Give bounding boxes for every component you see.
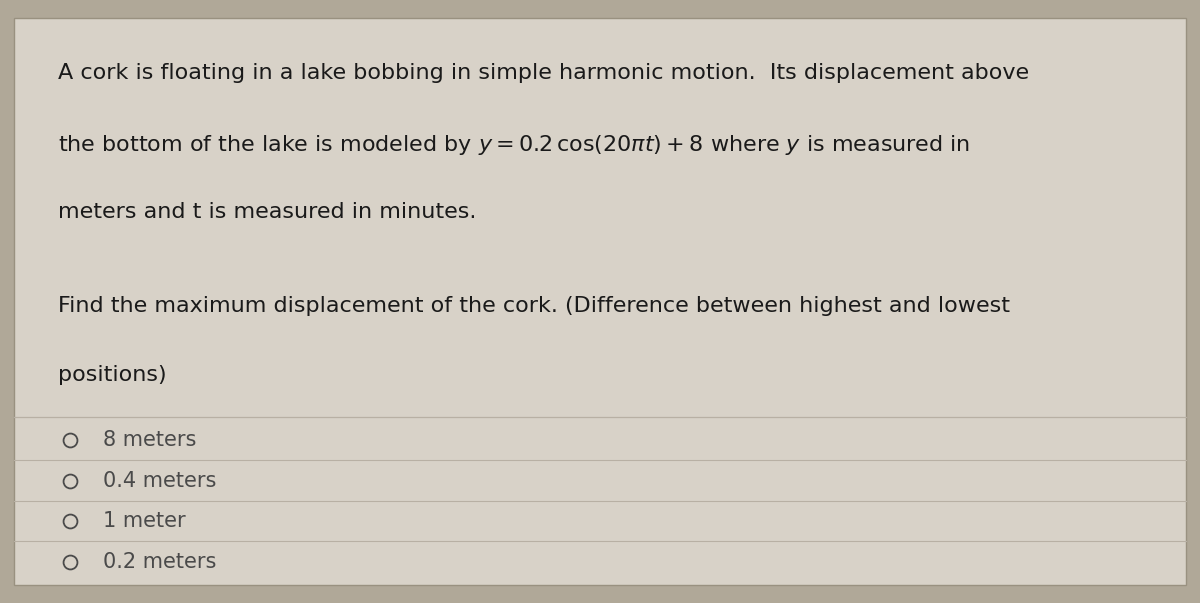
Text: 0.4 meters: 0.4 meters xyxy=(103,471,216,491)
Text: 0.2 meters: 0.2 meters xyxy=(103,552,216,572)
Text: Find the maximum displacement of the cork. (Difference between highest and lowes: Find the maximum displacement of the cor… xyxy=(58,295,1009,315)
FancyBboxPatch shape xyxy=(14,18,1186,585)
Text: 1 meter: 1 meter xyxy=(103,511,186,531)
Text: positions): positions) xyxy=(58,365,167,385)
Text: 8 meters: 8 meters xyxy=(103,430,197,450)
Text: A cork is floating in a lake bobbing in simple harmonic motion.  Its displacemen: A cork is floating in a lake bobbing in … xyxy=(58,63,1028,83)
Text: the bottom of the lake is modeled by $y = 0.2\,\cos(20\pi t) + 8$ where $y$ is m: the bottom of the lake is modeled by $y … xyxy=(58,133,970,157)
Text: meters and t is measured in minutes.: meters and t is measured in minutes. xyxy=(58,202,476,222)
